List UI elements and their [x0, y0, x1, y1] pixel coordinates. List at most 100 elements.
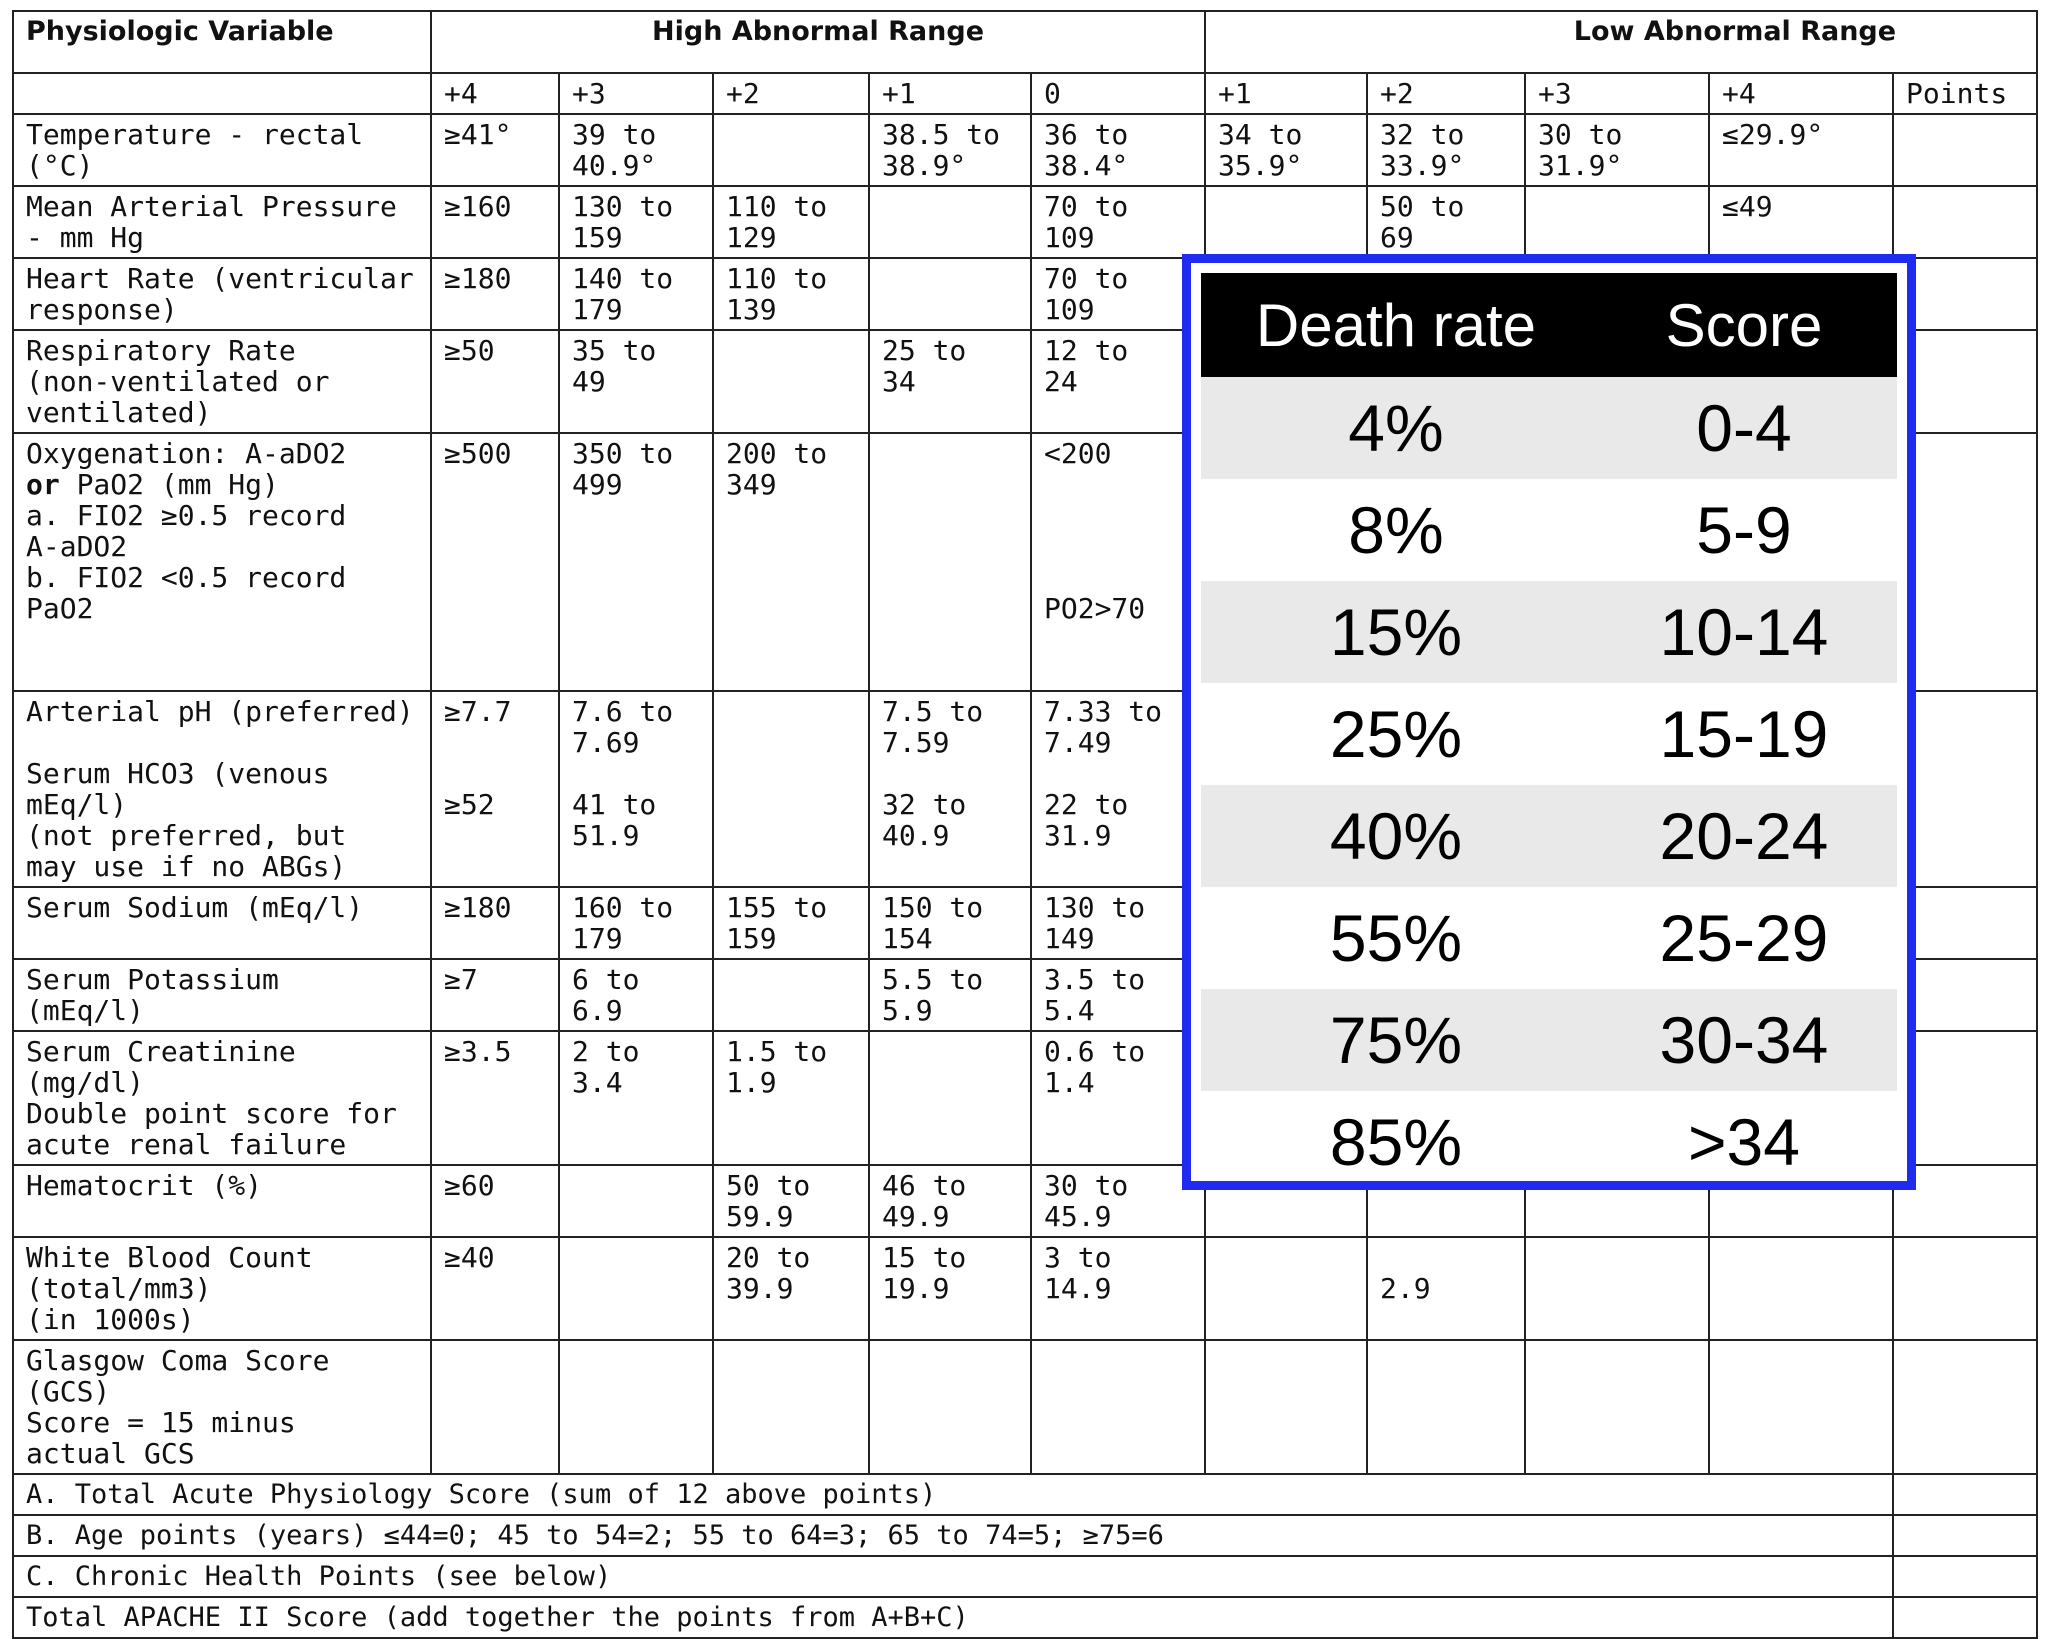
range-value: 499 [572, 468, 623, 501]
range-value: 179 [572, 293, 623, 326]
range-value: 139 [726, 293, 777, 326]
range-cell: 50 to 59.9 [712, 1164, 870, 1238]
variable-name-line: Double point score for [26, 1097, 397, 1130]
range-value: 32 to [1380, 118, 1465, 151]
range-value: 7.59 [882, 726, 950, 759]
range-value: 50 to [1380, 190, 1465, 223]
range-value: ≥52 [444, 788, 495, 821]
range-value: 20 to [726, 1241, 811, 1274]
range-value [1380, 1242, 1512, 1273]
range-value: 40.9° [572, 149, 657, 182]
range-cell [712, 1339, 870, 1475]
range-value: 2.9 [1380, 1272, 1431, 1305]
range-value: ≥40 [444, 1241, 495, 1274]
variable-name-line: (total/mm3) [26, 1272, 212, 1305]
death-rate-row: 75% 30-34 [1201, 989, 1897, 1091]
variable-name: Glasgow Coma Score (GCS) Score = 15 minus a… [12, 1339, 432, 1475]
variable-name-line: A-aDO2 [26, 530, 128, 563]
range-value: 31.9 [1044, 819, 1112, 852]
points-cell [1892, 432, 2039, 692]
range-cell: 140 to 179 [558, 257, 714, 331]
range-value: <200 [1044, 437, 1112, 470]
points-header: Points [1892, 72, 2039, 115]
range-value: 3.4 [572, 1066, 623, 1099]
variable-name: White Blood Count (total/mm3) (in 1000s) [12, 1236, 432, 1341]
range-value: 51.9 [572, 819, 640, 852]
range-value: 109 [1044, 293, 1095, 326]
range-cell: 20 to 39.9 [712, 1236, 870, 1341]
range-cell [1524, 1339, 1711, 1475]
range-value [1044, 500, 1192, 531]
range-value: 179 [572, 922, 623, 955]
death-rate-table: Death rate Score 4% 0-4 8% 5-9 15% 10-14 25% 15… [1182, 254, 1916, 1190]
score-range-value: 25-29 [1659, 901, 1829, 975]
points-cell [1892, 958, 2039, 1032]
range-cell: 7.33 to 7.49 22 to 31.9 [1029, 690, 1207, 888]
range-value: 7.33 to [1044, 695, 1163, 728]
range-value: ≥41° [444, 118, 512, 151]
variable-name-line: Oxygenation: A-aDO2 [26, 437, 347, 470]
death-rate-value: 85% [1329, 1105, 1463, 1179]
score-range-value: 5-9 [1696, 493, 1792, 567]
summary-points-cell [1892, 1596, 2039, 1639]
range-cell [868, 257, 1032, 331]
variable-name-line [26, 727, 418, 758]
range-cell: 1.5 to 1.9 [712, 1030, 870, 1166]
range-value [1044, 562, 1192, 593]
range-value: 70 to [1044, 262, 1129, 295]
range-cell [712, 690, 870, 888]
death-rate-row: 15% 10-14 [1201, 581, 1897, 683]
range-value: 130 to [1044, 891, 1146, 924]
low-range-header: Low Abnormal Range [1204, 10, 2039, 74]
range-cell: 15 to 19.9 [868, 1236, 1032, 1341]
level-cell: +4 [1708, 72, 1895, 115]
range-value: 30 to [1538, 118, 1623, 151]
variable-name-line: White Blood Count [26, 1241, 313, 1274]
range-cell [558, 1164, 714, 1238]
range-value: 49 [572, 365, 606, 398]
range-value: 129 [726, 221, 777, 254]
variable-name-line: (mEq/l) [26, 994, 145, 1027]
death-rate-value: 40% [1329, 799, 1463, 873]
variable-name: Serum Creatinine (mg/dl) Double point scor… [12, 1030, 432, 1166]
variable-name: Respiratory Rate (non-ventilated or ventil… [12, 329, 432, 434]
points-cell [1892, 113, 2039, 187]
range-value: 155 to [726, 891, 828, 924]
death-rate-value: 55% [1329, 901, 1463, 975]
range-value: 25 to [882, 334, 967, 367]
range-cell: ≥50 [430, 329, 560, 434]
summary-row: Total APACHE II Score (add together the … [11, 1596, 2039, 1639]
points-cell [1892, 886, 2039, 960]
range-value: 200 to [726, 437, 828, 470]
range-cell: ≥3.5 [430, 1030, 560, 1166]
variable-name-line: Serum HCO3 (venous [26, 757, 330, 790]
range-cell [430, 1339, 560, 1475]
range-value: 41 to [572, 788, 657, 821]
range-value: 1.4 [1044, 1066, 1095, 1099]
range-cell [1708, 1339, 1895, 1475]
range-cell: 12 to 24 [1029, 329, 1207, 434]
range-value: 34 to [1218, 118, 1303, 151]
range-cell: 7.6 to 7.69 41 to 51.9 [558, 690, 714, 888]
variable-name-line: mEq/l) [26, 788, 128, 821]
variable-name-line: (mg/dl) [26, 1066, 145, 1099]
range-value: 14.9 [1044, 1272, 1112, 1305]
range-value: 6 to [572, 963, 640, 996]
range-value: 1.5 to [726, 1035, 828, 1068]
range-value [1044, 469, 1192, 500]
summary-label: A. Total Acute Physiology Score (sum of … [11, 1473, 1895, 1516]
range-value: 30 to [1044, 1169, 1129, 1202]
variable-name: Serum Sodium (mEq/l) [12, 886, 432, 960]
variable-name: Temperature - rectal (°C) [12, 113, 432, 187]
range-cell [868, 432, 1032, 692]
range-value [882, 758, 1018, 789]
variable-name-line: Score = 15 minus [26, 1406, 296, 1439]
range-value: 140 to [572, 262, 674, 295]
range-value: 36 to [1044, 118, 1129, 151]
range-value: 22 to [1044, 788, 1129, 821]
score-range-value: >34 [1687, 1105, 1800, 1179]
range-cell: 2 to 3.4 [558, 1030, 714, 1166]
range-cell: ≥60 [430, 1164, 560, 1238]
variable-name-line: Glasgow Coma Score [26, 1344, 330, 1377]
points-cell [1892, 329, 2039, 434]
